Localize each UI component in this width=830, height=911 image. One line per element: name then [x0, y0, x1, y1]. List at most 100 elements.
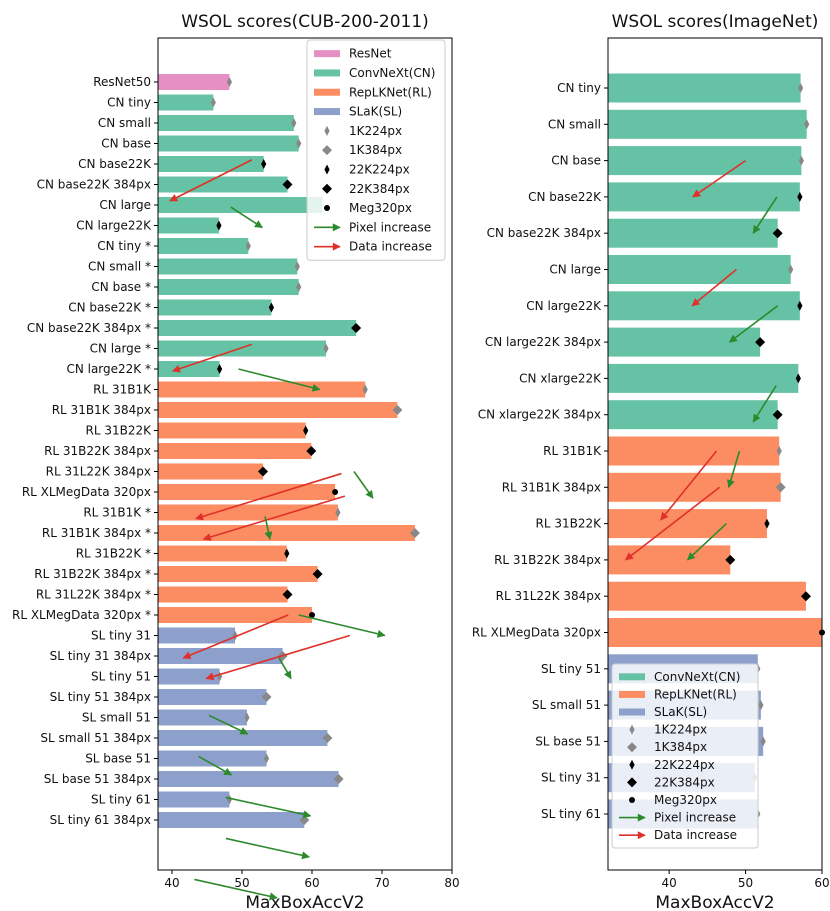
- data-increase-arrow-1: [169, 159, 253, 202]
- y-tick-label-sl-small-51: SL small 51: [82, 711, 151, 725]
- pixel-increase-arrow-7: [726, 450, 741, 489]
- y-tick-label-sl-tiny-51: SL tiny 51: [541, 662, 601, 676]
- marker-sl-base-51: [760, 736, 766, 747]
- y-tick-label-cn-large22k: CN large22K: [76, 219, 152, 233]
- y-tick-label-cn-large-star: CN large *: [90, 342, 151, 356]
- legend-swatch-slak-sl: [314, 108, 340, 116]
- marker-rl-31b1k-384px-star: [409, 528, 420, 538]
- marker-resnet50: [226, 77, 232, 87]
- data-increase-arrow-7: [202, 495, 346, 541]
- legend-marker-1k224px: [629, 724, 635, 735]
- plot-frame: [607, 37, 823, 871]
- legend: ConvNeXt(CN) RepLKNet(RL) SLaK(SL) 1K224px 1…: [611, 663, 759, 849]
- marker-cn-base22k-384px: [772, 228, 783, 239]
- bars: [158, 74, 415, 828]
- y-tick-label-sl-small-51-384px: SL small 51 384px: [40, 731, 151, 745]
- marker-cn-large22k-384px: [755, 337, 766, 348]
- marker-rl-31l22k-384px: [258, 466, 268, 477]
- marker-sl-tiny-51-384px: [261, 692, 272, 702]
- bar-cn-small-star: [158, 258, 298, 275]
- bar-sl-tiny-51-384px: [158, 689, 267, 705]
- marker-cn-large-star: [323, 343, 329, 354]
- y-tick-label-rl-31b1k: RL 31B1K: [543, 444, 602, 458]
- pixel-increase-arrow-16: [225, 837, 310, 860]
- legend-label-pixel-increase: Pixel increase: [654, 811, 736, 825]
- legend-label-22k384px: 22K384px: [349, 182, 410, 196]
- bar-sl-tiny-61-384px: [158, 812, 305, 828]
- x-tick-label-60: 60: [814, 876, 829, 890]
- legend-marker-1k224px: [324, 125, 330, 136]
- bar-rl-31l22k-384px: [608, 581, 806, 611]
- bar-cn-base: [608, 146, 802, 176]
- y-tick-label-cn-small: CN small: [548, 117, 601, 131]
- y-tick-label-cn-large22k-384px: CN large22K 384px: [485, 335, 601, 349]
- bar-cn-tiny: [608, 73, 801, 103]
- bar-rl-31b22k: [608, 509, 767, 539]
- pixel-increase-arrow-14: [198, 755, 233, 776]
- y-tick-label-cn-xlarge22k: CN xlarge22K: [519, 371, 602, 385]
- marker-rl-31b22k: [764, 518, 770, 529]
- y-tick-label-rl-xlmegdata-320px-star: RL XLMegData 320px *: [12, 608, 151, 622]
- imagenet-chart: WSOL scores(ImageNet) MaxBoxAccV2 CN tin…: [472, 12, 830, 911]
- marker-rl-31b22k: [303, 425, 309, 436]
- bar-sl-tiny-31: [158, 627, 235, 644]
- bar-rl-31b1k-384px: [158, 402, 398, 418]
- legend-label-slak-sl: SLaK(SL): [349, 105, 402, 119]
- bar-cn-small: [608, 109, 807, 139]
- y-tick-label-rl-31l22k-384px: RL 31L22K 384px: [496, 589, 601, 603]
- bar-rl-xlmegdata-320px: [608, 618, 822, 647]
- pixel-increase-arrow-17: [194, 878, 278, 901]
- y-tick-label-rl-31l22k-384px: RL 31L22K 384px: [46, 465, 151, 479]
- bar-sl-tiny-51: [158, 668, 220, 685]
- legend-swatch-replknet-rl: [619, 690, 645, 698]
- bar-rl-xlmegdata-320px: [158, 484, 336, 500]
- x-tick-label-60: 60: [304, 876, 319, 890]
- bar-cn-base22k-384px: [608, 218, 778, 248]
- y-tick-label-sl-tiny-31-384px: SL tiny 31 384px: [50, 649, 151, 663]
- marker-cn-base22k-384px-star: [351, 323, 362, 333]
- legend-marker-meg320px: [629, 797, 635, 803]
- pixel-increase-arrow-2: [230, 206, 263, 229]
- legend-swatch-convnext-cn: [314, 69, 340, 77]
- bar-cn-base22k-384px: [158, 176, 288, 193]
- bar-cn-base22k-star: [158, 299, 272, 316]
- legend-label-pixel-increase: Pixel increase: [349, 220, 431, 234]
- x-tick-label-40: 40: [662, 876, 677, 890]
- marker-rl-xlmegdata-320px: [332, 489, 339, 495]
- y-tick-label-rl-31b22k-384px: RL 31B22K 384px: [44, 444, 151, 458]
- marker-cn-small-star: [294, 261, 300, 272]
- marker-sl-tiny-61: [226, 794, 232, 805]
- pixel-increase-arrow-4: [728, 305, 779, 343]
- data-increase-arrow-8: [624, 486, 721, 561]
- pixel-increase-arrow-6: [353, 471, 374, 499]
- arrows: [169, 159, 386, 901]
- legend-label-convnext-cn: ConvNeXt(CN): [349, 66, 435, 80]
- marker-rl-31b22k-384px-star: [312, 569, 323, 579]
- bar-rl-31b1k-384px-star: [158, 525, 415, 541]
- y-tick-label-rl-xlmegdata-320px: RL XLMegData 320px: [472, 626, 601, 640]
- pixel-increase-arrow-12: [278, 657, 292, 680]
- arrows: [624, 159, 779, 561]
- y-tick-label-rl-31b1k-384px-star: RL 31B1K 384px *: [42, 526, 151, 540]
- bar-cn-base: [158, 135, 299, 152]
- data-increase-arrow-6: [660, 450, 718, 521]
- bar-resnet50: [158, 74, 230, 90]
- bar-sl-base-51: [158, 750, 267, 767]
- marker-cn-xlarge22k-384px: [772, 409, 783, 420]
- marker-sl-small-51: [244, 712, 250, 723]
- legend-label-resnet: ResNet: [349, 47, 392, 61]
- x-tick-label-80: 80: [444, 876, 459, 890]
- y-tick-label-cn-base22k-star: CN base22K *: [68, 301, 151, 315]
- legend-label-replknet-rl: RepLKNet(RL): [349, 85, 432, 99]
- y-tick-label-sl-tiny-31: SL tiny 31: [91, 629, 151, 643]
- bar-cn-base-star: [158, 279, 299, 295]
- bar-rl-31b22k-384px: [158, 443, 312, 459]
- bar-cn-tiny: [158, 94, 214, 111]
- marker-cn-large22k: [216, 220, 222, 231]
- marker-cn-base-star: [296, 282, 302, 292]
- marker-cn-large: [788, 264, 794, 275]
- legend-marker-1k384px: [322, 145, 332, 156]
- pixel-increase-arrow-13: [208, 714, 249, 735]
- y-tick-label-sl-tiny-61: SL tiny 61: [541, 807, 601, 821]
